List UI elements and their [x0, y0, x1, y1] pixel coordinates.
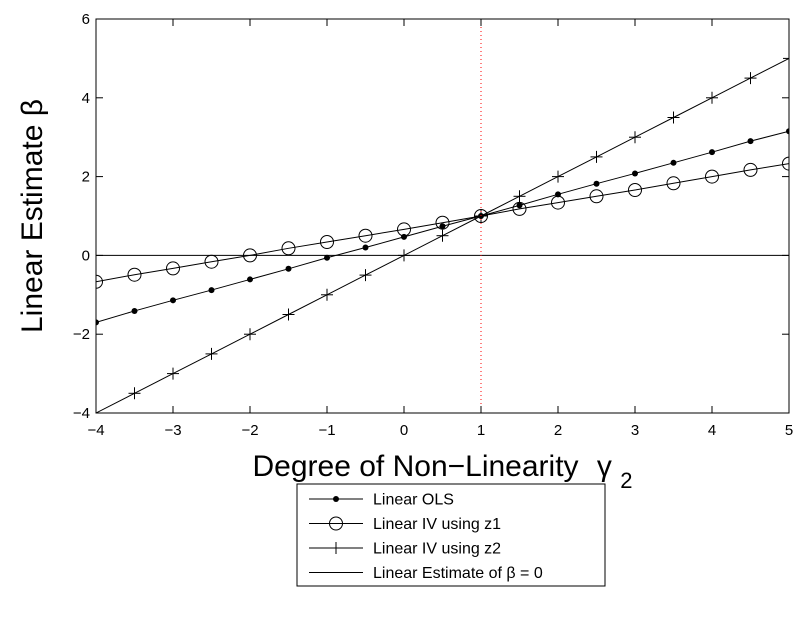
series-line [96, 163, 789, 283]
legend-label: Linear Estimate of β = 0 [373, 565, 543, 582]
y-tick-label: 2 [82, 169, 90, 186]
marker-dot [285, 265, 292, 272]
marker-plus [436, 229, 449, 242]
marker-circle [628, 182, 642, 197]
marker-plus [128, 387, 141, 400]
x-tick-label: 3 [631, 422, 639, 439]
marker-plus [706, 91, 718, 104]
y-tick-label: 4 [82, 90, 90, 107]
marker-dot [593, 180, 600, 187]
marker-circle [705, 169, 719, 184]
marker-dot [747, 138, 754, 145]
marker-plus [282, 308, 295, 321]
x-tick-label: 1 [477, 422, 485, 439]
y-tick-label: −4 [73, 405, 90, 422]
marker-circle [589, 189, 604, 204]
marker-circle [166, 261, 180, 276]
x-tick-label: −1 [318, 422, 335, 439]
x-tick-label: 2 [554, 422, 562, 439]
legend-box [296, 483, 606, 587]
marker-plus [552, 170, 564, 183]
marker-plus [513, 190, 526, 203]
legend-item: Linear IV using z2 [309, 541, 501, 558]
x-axis-label-symbol: γ [597, 450, 612, 483]
marker-circle [435, 215, 450, 230]
marker-circle [474, 209, 488, 223]
marker-plus [244, 328, 256, 341]
marker-plus [667, 111, 680, 124]
marker-plus [321, 288, 333, 301]
marker-circle [329, 516, 343, 531]
marker-dot [247, 276, 253, 283]
x-tick-label: 5 [785, 422, 793, 439]
marker-plus [629, 131, 641, 144]
marker-dot [439, 223, 446, 230]
marker-plus [590, 150, 603, 163]
marker-circle [397, 222, 411, 237]
marker-dot [670, 159, 677, 166]
marker-circle [358, 228, 373, 243]
x-tick-label: 4 [708, 422, 716, 439]
marker-circle [666, 176, 681, 191]
y-axis-label: Linear Estimate β [16, 99, 49, 333]
y-tick-label: −2 [73, 326, 90, 343]
y-tick-label: 6 [82, 11, 90, 28]
marker-circle [512, 201, 527, 216]
marker-circle [743, 162, 758, 177]
marker-dot [170, 297, 176, 304]
marker-dot [786, 128, 789, 135]
legend-item: Linear Estimate of β = 0 [309, 565, 543, 582]
x-tick-label: 0 [400, 422, 408, 439]
marker-dot [362, 244, 369, 251]
marker-dot [96, 319, 99, 326]
x-tick-label: −3 [164, 422, 181, 439]
marker-plus [744, 72, 757, 85]
marker-dot [516, 202, 523, 209]
x-tick-label: −2 [241, 422, 258, 439]
marker-circle [551, 195, 565, 210]
marker-dot [632, 170, 638, 177]
legend-label: Linear OLS [373, 492, 454, 509]
series-layer [96, 52, 789, 413]
marker-plus [167, 367, 179, 380]
legend-label: Linear IV using z2 [373, 541, 501, 558]
y-tick-label: 0 [82, 247, 90, 264]
marker-dot [333, 496, 339, 502]
marker-dot [324, 254, 330, 261]
plot-area [95, 18, 790, 414]
marker-circle [782, 156, 789, 171]
marker-dot [131, 307, 138, 314]
marker-dot [709, 149, 715, 156]
marker-circle [96, 274, 103, 289]
legend: Linear OLS Linear IV using z1 Linear IV us… [296, 483, 606, 587]
marker-plus [330, 542, 342, 554]
x-axis-label-subscript: 2 [620, 468, 632, 493]
marker-circle [281, 241, 296, 256]
marker-dot [401, 233, 407, 240]
marker-circle [320, 235, 334, 250]
marker-plus [205, 347, 218, 360]
series-2 [96, 156, 789, 289]
series-3 [96, 52, 789, 413]
legend-item: Linear IV using z1 [309, 516, 501, 533]
legend-label: Linear IV using z1 [373, 516, 501, 533]
legend-item: Linear OLS [309, 492, 454, 509]
marker-circle [127, 267, 142, 282]
marker-plus [359, 269, 372, 282]
axis-ticks: −4 −3 −2 −1 0 1 2 3 4 5 −4 −2 0 2 4 6 [73, 11, 793, 439]
x-tick-label: −4 [87, 422, 104, 439]
x-axis-label-text: Degree of Non−Linearity [253, 450, 579, 483]
series-1 [96, 128, 789, 326]
x-axis-label: Degree of Non−Linearity γ 2 [253, 450, 633, 493]
marker-dot [208, 287, 215, 294]
marker-plus [783, 52, 789, 65]
